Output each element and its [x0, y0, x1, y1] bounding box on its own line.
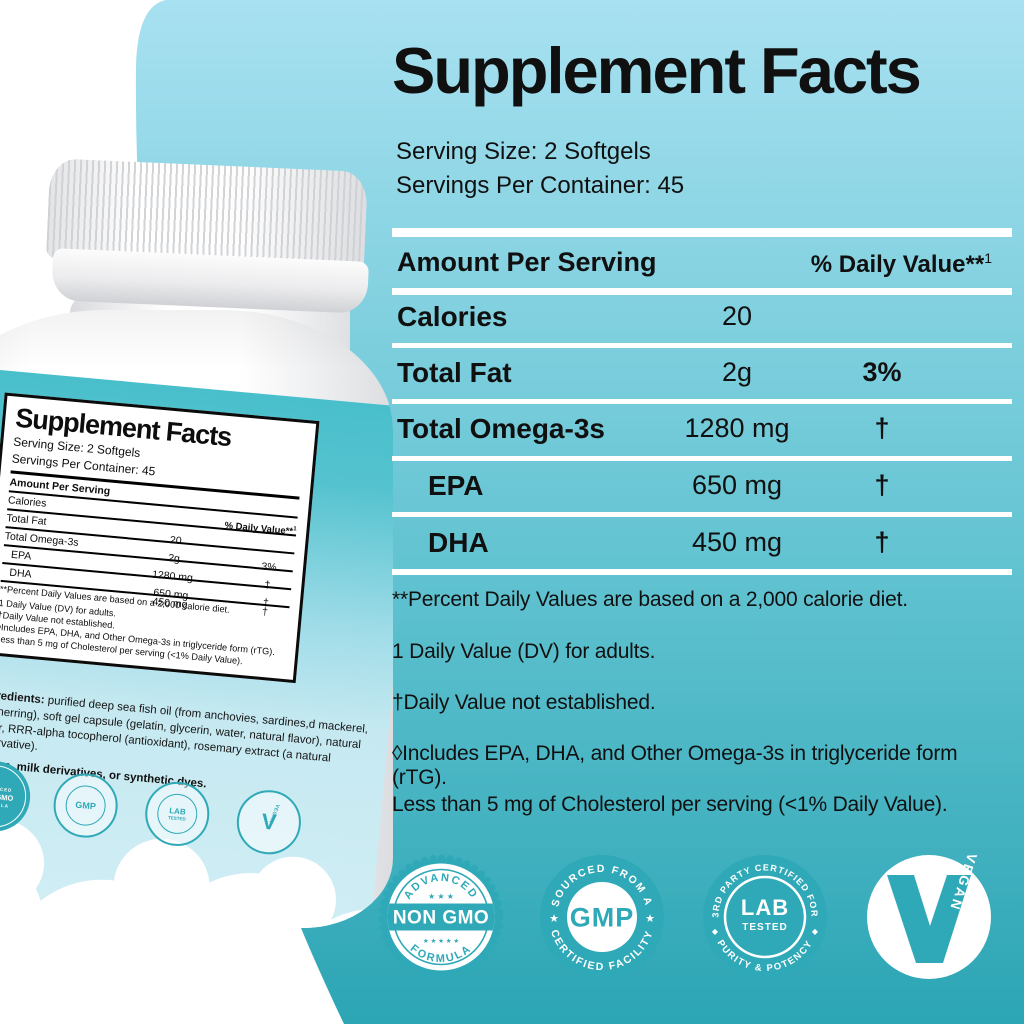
badge-circle	[703, 855, 827, 979]
label-badge-vegan: V VEGAN	[234, 787, 304, 858]
label-facts-panel: Supplement Facts Serving Size: 2 Softgel…	[0, 392, 320, 684]
row-dv: †	[874, 470, 890, 500]
badge-lab-tested: LAB TESTED 3RD PARTY CERTIFIED FOR PURIT…	[703, 855, 827, 979]
row-name: Total Fat	[397, 357, 512, 388]
amount-per-serving-header: Amount Per Serving	[397, 247, 657, 277]
row-dv: †	[261, 605, 269, 618]
supplement-facts-panel: Supplement Facts Serving Size: 2 Softgel…	[392, 0, 1014, 1024]
row-amount: 1280 mg	[684, 413, 790, 443]
stars-icon: ★ ★ ★	[428, 892, 454, 901]
divider	[392, 456, 1012, 461]
row-name: DHA	[428, 527, 489, 558]
row-name: Total Omega-3s	[397, 413, 605, 444]
footnote-dv-adults: 1 Daily Value (DV) for adults.	[392, 640, 656, 663]
row-amount: 2g	[721, 357, 753, 387]
badge-inner-circle: LAB TESTED	[155, 792, 200, 836]
badge-center: GMP	[74, 799, 97, 812]
divider	[392, 288, 1012, 295]
badge-gmp: GMP SOURCED FROM A CERTIFIED FACILITY ★ …	[540, 855, 664, 979]
row-name: Calories	[7, 494, 47, 510]
facts-row-omega3: Total Omega-3s 1280 mg †	[392, 413, 1014, 455]
divider	[392, 399, 1012, 404]
stars-icon: ★ ★ ★ ★ ★	[423, 937, 460, 945]
row-name: EPA	[10, 548, 32, 563]
facts-row-calories: Calories 20	[392, 301, 1014, 343]
drop-icon: ◆	[712, 927, 719, 936]
superscript: 1	[292, 526, 297, 533]
badge-subtext: TESTED	[167, 814, 186, 822]
row-name: DHA	[8, 566, 33, 581]
footnote-daily-values: **Percent Daily Values are based on a 2,…	[392, 588, 908, 611]
facts-row-dha: DHA 450 mg †	[392, 527, 1014, 569]
row-dv: †	[874, 413, 890, 443]
drop-icon: ◆	[812, 927, 819, 936]
bottle-label: Supplement Facts Serving Size: 2 Softgel…	[0, 365, 393, 928]
row-name: EPA	[428, 470, 484, 501]
divider	[392, 512, 1012, 517]
serving-size: Serving Size: 2 Softgels	[396, 138, 651, 165]
star-icon: ★	[549, 913, 559, 925]
superscript: 1	[984, 250, 992, 266]
servings-per-container: Servings Per Container: 45	[396, 172, 685, 199]
row-amount: 450 mg	[691, 527, 783, 557]
star-icon: ★	[645, 913, 655, 925]
badge-inner-circle: GMP	[63, 783, 108, 828]
badge-vegan: VEGAN	[867, 852, 991, 979]
footnote-cholesterol: Less than 5 mg of Cholesterol per servin…	[392, 793, 948, 816]
badge-band	[387, 903, 495, 931]
badge-inner-ring	[723, 875, 807, 959]
row-name: Total Fat	[5, 512, 48, 528]
footnote-triglyceride: ◊Includes EPA, DHA, and Other Omega-3s i…	[392, 742, 958, 789]
ingredients-intro: gredients:	[0, 689, 46, 707]
scallop-edge	[378, 854, 504, 980]
row-dv: 3%	[862, 357, 902, 387]
bottle-body: Supplement Facts Serving Size: 2 Softgel…	[0, 310, 393, 928]
vegan-v-letter	[887, 875, 971, 963]
badge-center: NON GMO	[393, 908, 489, 929]
badge-non-gmo: ADVANCED ★ ★ ★ NON GMO ★ ★ ★ ★ ★ FORMULA	[378, 854, 504, 980]
footnote-not-established: †Daily Value not established.	[392, 691, 656, 714]
row-amount: 650 mg	[691, 470, 783, 500]
facts-title: Supplement Facts	[392, 34, 922, 107]
row-dv: †	[874, 527, 890, 557]
badge-center: LAB	[741, 895, 789, 920]
divider	[392, 228, 1012, 237]
badge-center: GMP	[570, 903, 635, 933]
facts-row-epa: EPA 650 mg †	[392, 470, 1014, 512]
row-name: Calories	[397, 301, 508, 332]
badge-inner-circle	[567, 882, 637, 952]
divider	[392, 569, 1012, 575]
daily-value-header: % Daily Value**1	[810, 250, 992, 278]
divider	[392, 343, 1012, 348]
row-amount: 20	[721, 301, 753, 331]
badge-subtext: TESTED	[742, 922, 787, 933]
facts-row-total-fat: Total Fat 2g 3%	[392, 357, 1014, 399]
